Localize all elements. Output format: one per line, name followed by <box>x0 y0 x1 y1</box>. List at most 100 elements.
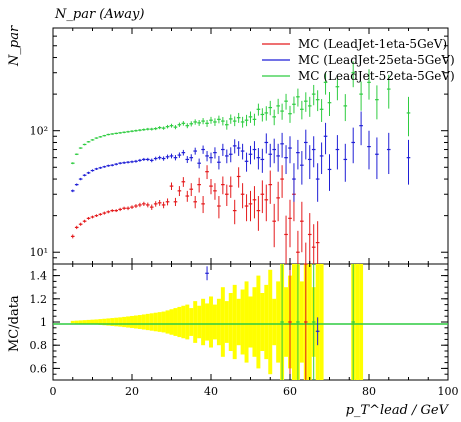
ratio-band-bin <box>276 281 281 363</box>
legend-label: MC (LeadJet-25eta-5GeV) <box>298 53 455 67</box>
series-0-point <box>165 198 170 206</box>
series-2-point <box>177 122 182 127</box>
series-1-point <box>78 177 83 181</box>
series-1-point <box>228 147 233 163</box>
ratio-band-bin <box>141 314 146 330</box>
series-1-point <box>252 141 257 160</box>
series-2-point <box>78 147 83 149</box>
ratio-band-bin <box>82 320 87 324</box>
ratio-band-bin <box>130 315 134 329</box>
series-1-point <box>118 162 122 165</box>
series-1-point <box>236 141 241 156</box>
ratio-band-bin <box>209 296 213 348</box>
x-tick-label: 40 <box>204 385 218 398</box>
ratio-band-bin <box>252 287 257 357</box>
series-1-point <box>114 163 118 166</box>
series-1-point <box>142 157 146 162</box>
ratio-band-bin <box>149 313 154 331</box>
series-2-point <box>98 136 103 138</box>
ratio-band-bin <box>359 264 364 380</box>
series-2-point <box>296 88 300 107</box>
ratio-band-bin <box>137 315 142 329</box>
series-0-point <box>280 165 284 198</box>
series-0-point <box>78 222 83 226</box>
series-1-point <box>90 169 95 172</box>
series-0-point <box>118 207 122 212</box>
series-1-point <box>280 132 284 158</box>
series-1-point <box>240 143 245 160</box>
series-layer <box>70 61 411 265</box>
series-2-point <box>82 143 87 146</box>
series-0-point <box>142 201 146 207</box>
ratio-band-bin <box>189 308 194 336</box>
series-0-point <box>161 201 166 209</box>
series-0-point <box>134 204 138 209</box>
series-2-point <box>359 81 363 111</box>
x-tick-label: 80 <box>362 385 376 398</box>
series-2-point <box>193 119 197 125</box>
series-2-point <box>225 120 229 130</box>
series-0-point <box>236 167 241 188</box>
series-2-point <box>185 123 190 129</box>
ratio-band-bin <box>90 319 95 325</box>
series-2-point <box>118 131 122 134</box>
series-2-point <box>209 116 213 124</box>
series-2-point <box>86 141 91 143</box>
series-1-point <box>292 163 296 202</box>
series-0-point <box>268 170 273 204</box>
series-1-point <box>130 160 134 164</box>
ratio-band-bin <box>201 298 206 346</box>
ratio-band-bin <box>185 304 190 340</box>
series-0-point <box>288 199 292 248</box>
ratio-band-bin <box>165 310 170 334</box>
series-0-point <box>98 213 103 216</box>
series-1-point <box>86 171 91 175</box>
ratio-y-axis-label: MC/data <box>7 295 22 352</box>
series-0-point <box>189 183 194 197</box>
series-1-point <box>288 136 292 164</box>
ratio-band-bin <box>78 320 83 324</box>
series-0-point <box>217 196 221 219</box>
series-0-point <box>225 184 229 207</box>
series-2-point <box>367 69 371 100</box>
series-2-point <box>197 119 201 126</box>
series-2-point <box>165 124 170 129</box>
series-2-point <box>201 118 205 125</box>
series-1-point <box>335 135 340 170</box>
ratio-band-bin <box>181 305 186 339</box>
series-0-point <box>193 196 197 209</box>
ratio-band-bin <box>133 315 138 329</box>
series-0-point <box>311 224 316 264</box>
series-2-point <box>343 94 348 122</box>
series-2-point <box>189 121 194 127</box>
series-1-point <box>197 158 201 169</box>
series-0-point <box>307 213 312 264</box>
series-0-point <box>94 214 99 217</box>
series-1-point <box>315 163 320 202</box>
series-1-point <box>205 151 209 162</box>
series-2-point <box>153 127 158 131</box>
series-2-point <box>130 130 134 133</box>
series-0-point <box>304 242 308 265</box>
series-1-point <box>181 149 186 156</box>
series-1-point <box>244 152 249 172</box>
x-tick-label: 0 <box>50 385 57 398</box>
x-tick-label: 20 <box>125 385 139 398</box>
series-1-point <box>284 145 288 175</box>
ratio-band-bin <box>153 312 158 332</box>
series-0-point <box>106 210 111 214</box>
series-2-point <box>106 133 111 136</box>
series-1-point <box>169 153 174 159</box>
series-1-point <box>209 152 213 164</box>
series-2-point <box>311 84 316 106</box>
series-2-point <box>236 112 241 123</box>
series-1-point <box>256 148 261 170</box>
series-2-point <box>232 116 237 127</box>
series-2-point <box>134 129 138 132</box>
series-1-point <box>110 164 115 167</box>
ratio-band-bin <box>307 264 312 380</box>
series-2-point <box>157 126 162 130</box>
series-2-point <box>74 153 79 156</box>
series-1-point <box>300 151 304 185</box>
